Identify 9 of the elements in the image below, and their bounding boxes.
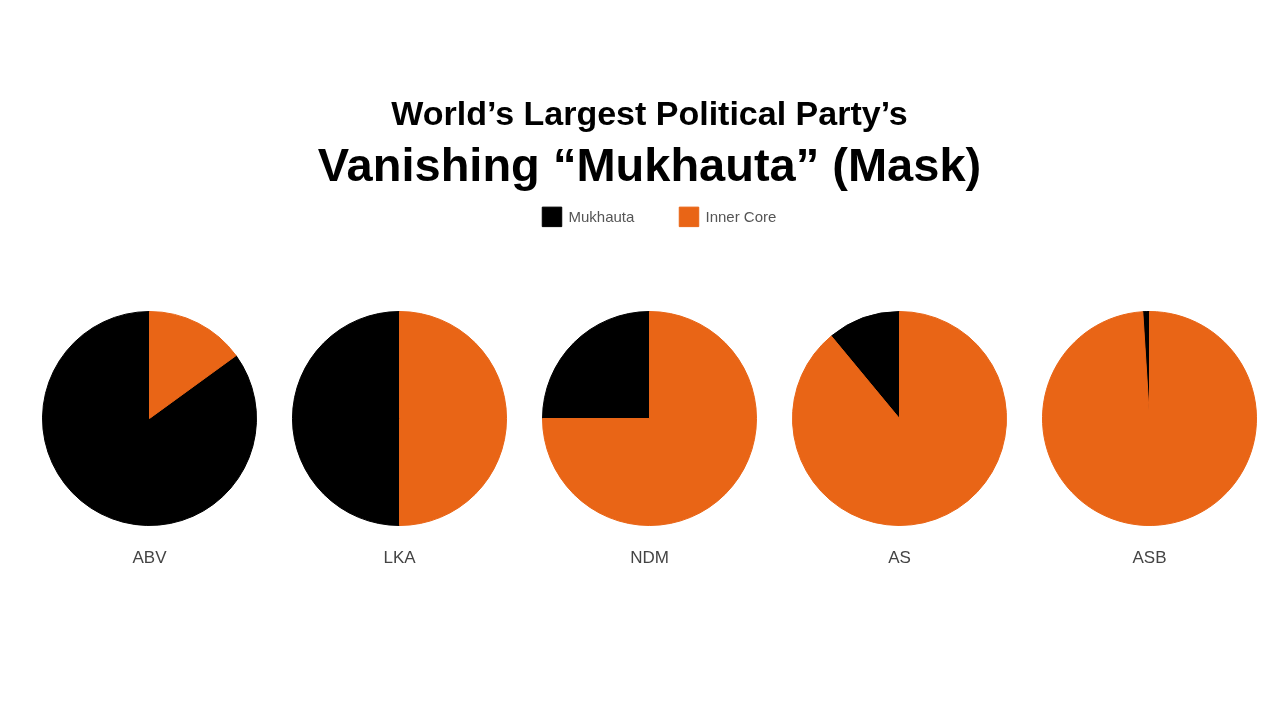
- legend-label: Mukhauta: [568, 207, 636, 225]
- slice-label: AS: [888, 547, 911, 567]
- slice-label: ABV: [132, 547, 168, 567]
- chart-title: World’s Largest Political Party’s: [391, 94, 908, 132]
- slice-label: ASB: [1132, 547, 1167, 567]
- legend-label: Inner Core: [705, 207, 777, 225]
- slice-label: LKA: [383, 547, 417, 567]
- chart-subtitle: Vanishing “Mukhauta” (Mask): [317, 138, 982, 191]
- slice-label: NDM: [630, 547, 669, 567]
